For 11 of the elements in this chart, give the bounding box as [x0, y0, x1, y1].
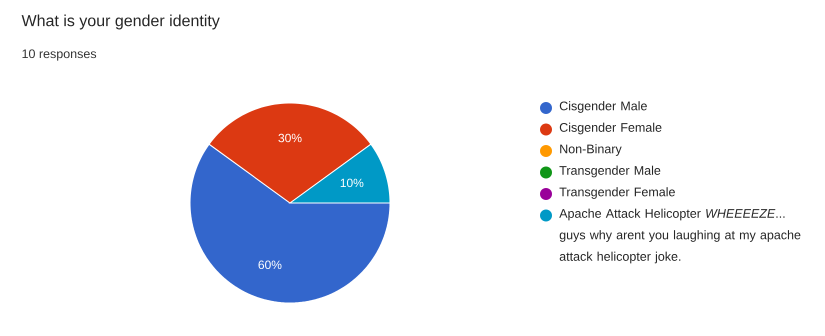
data-label: 10%: [340, 178, 364, 188]
legend-label: Cisgender Male: [560, 101, 647, 113]
text: 10 responses: [22, 49, 96, 61]
legend-label: Transgender Male: [559, 166, 660, 178]
legend-label: Non-Binary: [560, 144, 622, 156]
legend-label: Transgender Female: [559, 187, 675, 199]
legend-label: Apache Attack Helicopter WHEEEEZE... guys why arent you laughing at my apache attack helicopter joke.: [559, 208, 800, 264]
data-label: 60%: [258, 260, 282, 270]
data-label: 30%: [278, 134, 302, 142]
chart-title: What is your gender identity: [22, 14, 220, 30]
legend-label: Cisgender Female: [560, 122, 662, 134]
